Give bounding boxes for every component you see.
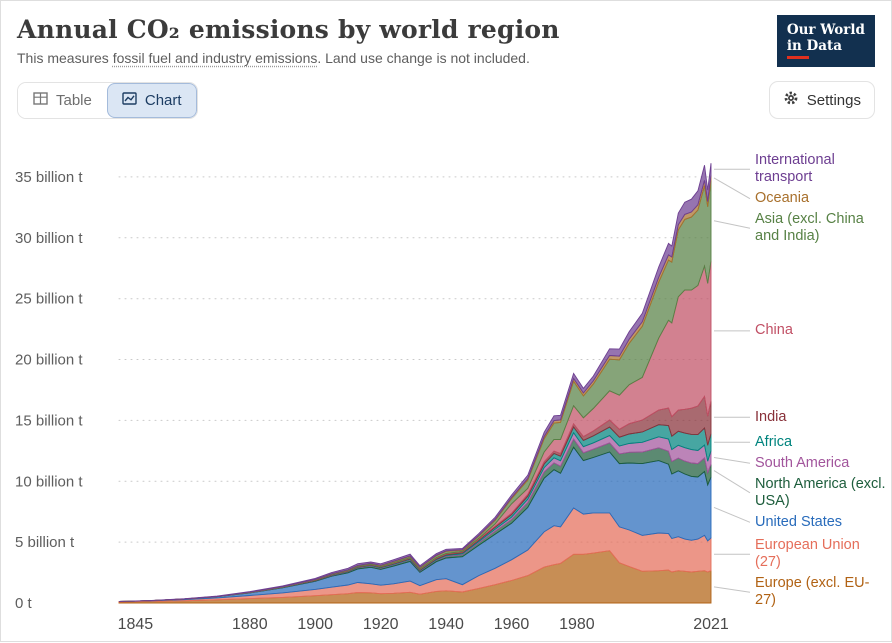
title-block: Annual CO₂ emissions by world region Thi… bbox=[17, 15, 560, 66]
legend-africa[interactable]: Africa bbox=[755, 433, 793, 450]
chart-subtitle: This measures fossil fuel and industry e… bbox=[17, 50, 560, 66]
owid-logo-red-accent bbox=[786, 56, 809, 59]
legend-connector bbox=[713, 177, 751, 200]
tab-table-label: Table bbox=[56, 91, 92, 109]
legend-international-transport[interactable]: International transport bbox=[755, 152, 835, 186]
x-tick-label: 1845 bbox=[118, 616, 154, 633]
legend-connector bbox=[713, 586, 751, 593]
legend-connector bbox=[713, 457, 751, 464]
x-tick-label: 1900 bbox=[297, 616, 333, 633]
legend-united-states[interactable]: United States bbox=[755, 513, 843, 530]
area-international-transport[interactable] bbox=[118, 163, 712, 602]
legend-asia-excl-china-india[interactable]: Asia (excl. China and India) bbox=[755, 211, 864, 245]
y-tick-label: 35 billion t bbox=[15, 169, 83, 186]
page-title: Annual CO₂ emissions by world region bbox=[17, 15, 560, 44]
owid-logo-line2: in Data bbox=[786, 38, 842, 54]
legend-oceania[interactable]: Oceania bbox=[755, 190, 810, 207]
x-tick-label: 1920 bbox=[363, 616, 399, 633]
x-tick-label: 1980 bbox=[559, 616, 595, 633]
chart-region: 0 t 5 billion t 10 billion t 15 billion t 20… bbox=[1, 143, 892, 643]
stacked-area-plot: 0 t 5 billion t 10 billion t 15 billion t 20… bbox=[15, 163, 751, 633]
owid-logo[interactable]: Our World in Data bbox=[776, 15, 875, 67]
y-tick-label: 20 billion t bbox=[15, 352, 83, 369]
settings-label: Settings bbox=[806, 91, 861, 109]
y-tick-label: 5 billion t bbox=[15, 534, 75, 551]
legend-china[interactable]: China bbox=[755, 322, 793, 339]
tab-table[interactable]: Table bbox=[18, 82, 107, 118]
legend-european-union-27[interactable]: European Union (27) bbox=[755, 537, 860, 571]
y-tick-label: 0 t bbox=[15, 595, 33, 612]
table-grid-icon bbox=[33, 91, 48, 110]
owid-logo-line1: Our World bbox=[786, 22, 865, 38]
legend-connector bbox=[713, 220, 751, 229]
y-tick-label: 10 billion t bbox=[15, 473, 83, 490]
subtitle-definition-link[interactable]: fossil fuel and industry emissions bbox=[112, 50, 318, 66]
header: Annual CO₂ emissions by world region Thi… bbox=[1, 1, 891, 67]
tab-chart[interactable]: Chart bbox=[106, 82, 197, 118]
gear-icon bbox=[783, 90, 799, 110]
subtitle-suffix: . Land use change is not included. bbox=[317, 50, 530, 66]
y-tick-label: 25 billion t bbox=[15, 291, 83, 308]
tab-chart-label: Chart bbox=[144, 91, 182, 109]
legend-europe-excl-eu27[interactable]: Europe (excl. EU-27) bbox=[755, 575, 870, 609]
legend-south-america[interactable]: South America bbox=[755, 454, 850, 471]
x-tick-label: 1960 bbox=[494, 616, 530, 633]
x-tick-label: 1880 bbox=[232, 616, 268, 633]
legend-india[interactable]: India bbox=[755, 408, 787, 425]
legend-connector bbox=[713, 470, 751, 494]
view-tab-group: Table Chart bbox=[17, 81, 198, 119]
line-chart-icon bbox=[122, 91, 137, 110]
y-tick-label: 15 billion t bbox=[15, 412, 83, 429]
y-tick-label: 30 billion t bbox=[15, 230, 83, 247]
subtitle-prefix: This measures bbox=[17, 50, 113, 66]
x-tick-label: 2021 bbox=[693, 616, 729, 633]
x-tick-label: 1940 bbox=[428, 616, 464, 633]
legend-connector bbox=[713, 506, 751, 523]
legend-north-america-excl-usa[interactable]: North America (excl. USA) bbox=[755, 475, 886, 509]
settings-button[interactable]: Settings bbox=[768, 81, 875, 119]
toolbar: Table Chart Settings bbox=[1, 81, 891, 119]
